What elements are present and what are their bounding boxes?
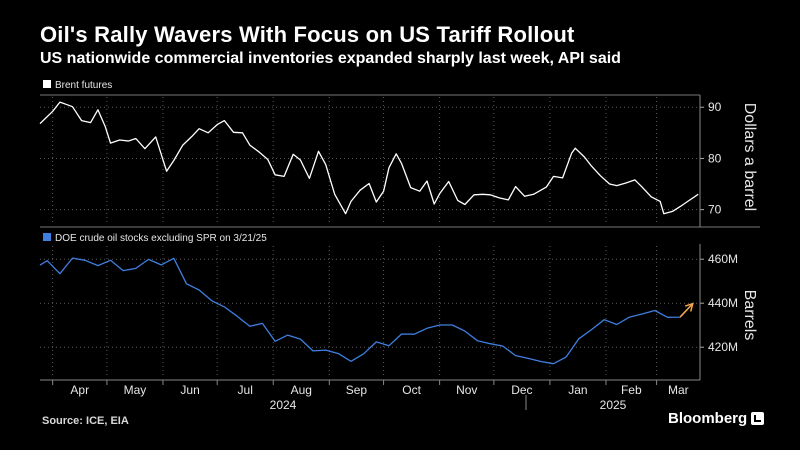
source-note: Source: ICE, EIA	[42, 415, 129, 427]
legend-square-icon	[43, 233, 51, 241]
doe-series-line	[39, 257, 694, 365]
x-tick-label: Dec	[511, 383, 532, 397]
y-axis-label-brent: Dollars a barrel	[741, 103, 758, 211]
brand-name: Bloomberg	[668, 410, 748, 427]
arrow-head-icon	[684, 302, 694, 312]
chart-subtitle: US nationwide commercial inventories exp…	[40, 50, 621, 67]
chart-title: Oil's Rally Wavers With Focus on US Tari…	[40, 22, 575, 47]
grid-layer	[40, 95, 704, 385]
x-tick-label: May	[124, 383, 147, 397]
x-tick-label: Jun	[180, 383, 199, 397]
legend-doe-label: DOE crude oil stocks excluding SPR on 3/…	[55, 233, 267, 244]
arrow-annotation-icon	[679, 303, 694, 318]
year-label-2025: 2025	[600, 398, 627, 412]
y-tick-label: 460M	[708, 252, 738, 266]
x-tick-label: Oct	[402, 383, 421, 397]
x-tick-label: Mar	[668, 383, 689, 397]
year-label-2024: 2024	[270, 398, 297, 412]
bloomberg-logo: Bloomberg	[668, 410, 765, 427]
x-tick-label: Aug	[291, 383, 312, 397]
x-tick-label: Jan	[568, 383, 587, 397]
marks-layer: 70 80 90 420M 440M 460M Apr May Jun Jul Aug Sep Oct N…	[39, 100, 738, 397]
y-tick-label: 440M	[708, 296, 738, 310]
y-tick-label: 420M	[708, 340, 738, 354]
y-tick-label: 90	[708, 100, 722, 114]
x-tick-label: Feb	[621, 383, 642, 397]
brent-series-line	[39, 101, 699, 215]
bloomberg-logo-icon	[751, 412, 765, 425]
y-tick-label: 70	[708, 203, 722, 217]
x-tick-label: Jul	[238, 383, 253, 397]
y-axis-label-doe: Barrels	[741, 290, 758, 341]
legend-brent-label: Brent futures	[55, 80, 112, 91]
legend-square-icon	[43, 80, 51, 88]
x-tick-label: Apr	[70, 383, 89, 397]
x-tick-label: Sep	[346, 383, 368, 397]
y-tick-label: 80	[708, 151, 722, 165]
x-tick-label: Nov	[456, 383, 477, 397]
